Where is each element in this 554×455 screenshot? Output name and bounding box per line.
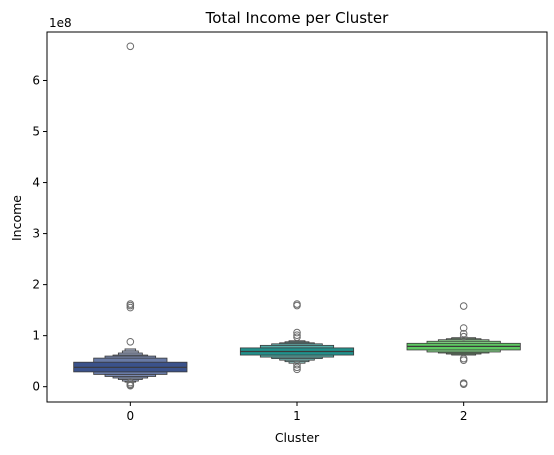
outlier-point — [293, 328, 301, 337]
outlier-point — [126, 337, 135, 346]
outlier-point — [126, 303, 135, 312]
chart-title: Total Income per Cluster — [205, 9, 390, 27]
outlier-point — [459, 329, 468, 338]
y-tick-label: 0 — [32, 380, 40, 394]
y-axis-label: Income — [9, 195, 24, 241]
outlier-point — [293, 365, 301, 374]
outlier-point — [459, 354, 468, 363]
x-tick-label: 2 — [460, 409, 468, 423]
outlier-point — [459, 380, 468, 388]
outlier-point — [459, 324, 468, 332]
outlier-point — [459, 302, 468, 310]
outlier-point — [459, 332, 468, 341]
outlier-point — [293, 333, 301, 341]
outlier-point — [293, 363, 301, 372]
outlier-point — [126, 42, 135, 51]
plot-area: 0 1 2 3 4 5 6 0 1 2 — [32, 42, 521, 423]
outlier-point — [293, 360, 301, 369]
outlier-point — [293, 331, 301, 339]
y-tick-label: 2 — [32, 278, 40, 292]
y-offset-label: 1e8 — [49, 16, 72, 30]
y-tick-label: 3 — [32, 227, 40, 241]
x-tick-label: 0 — [127, 409, 135, 423]
outlier-point — [293, 300, 301, 308]
outlier-point — [126, 381, 135, 390]
outlier-point — [293, 301, 301, 310]
outlier-point — [126, 301, 135, 310]
outlier-point — [459, 356, 468, 364]
y-tick-label: 6 — [32, 73, 40, 87]
x-axis-label: Cluster — [275, 430, 320, 445]
axes-frame — [46, 31, 548, 403]
y-tick-label: 1 — [32, 329, 40, 343]
x-tick-label: 1 — [293, 409, 301, 423]
y-tick-label: 4 — [32, 176, 40, 190]
y-tick-label: 5 — [32, 125, 40, 139]
